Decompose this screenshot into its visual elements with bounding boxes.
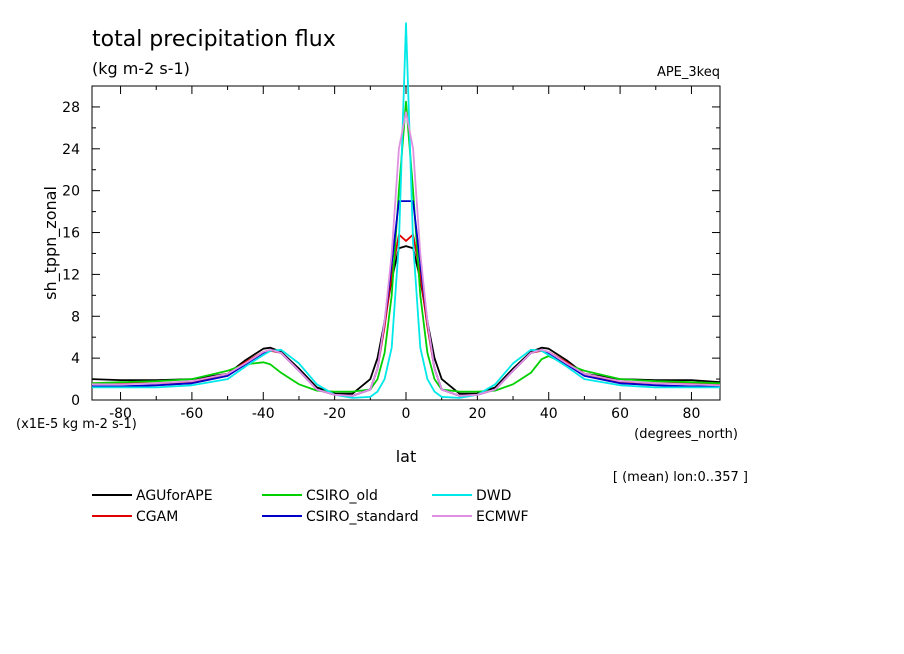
- legend-label-dwd: DWD: [476, 488, 511, 504]
- plot-frame: [91, 85, 721, 401]
- x-tick-label: 0: [402, 406, 411, 422]
- y-tick-label: 16: [62, 226, 80, 242]
- axes: [91, 85, 721, 401]
- y-scale-note: (x1E-5 kg m-2 s-1): [16, 417, 137, 432]
- series-line-cgam: [92, 233, 721, 397]
- y-tick-label: 20: [62, 184, 80, 200]
- legend-label-csiro-standard: CSIRO_standard: [306, 509, 419, 525]
- x-tick-label: 40: [540, 406, 558, 422]
- series-line-dwd: [92, 22, 720, 399]
- legend-label-cgam: CGAM: [136, 509, 178, 525]
- y-tick-label: 4: [71, 351, 80, 367]
- x-tick-label: -20: [323, 406, 346, 422]
- y-axis-label: sh_tppn_zonal: [41, 186, 61, 300]
- x-tick-label: -60: [180, 406, 203, 422]
- ticks: -80 -60 -40 -20 0 20 40 60 80 0 4 8 12 16 20 24 28: [62, 86, 720, 422]
- series-line-ecmwf: [92, 111, 721, 397]
- legend-label-ecmwf: ECMWF: [476, 509, 529, 525]
- y-tick-label: 12: [62, 267, 80, 283]
- legend-label-aguforape: AGUforAPE: [136, 488, 213, 504]
- x-tick-label: -80: [109, 406, 132, 422]
- legend: AGUforAPE CGAM CSIRO_old CSIRO_standard DWD E…: [92, 488, 529, 525]
- chart-title: total precipitation flux: [92, 27, 336, 52]
- series-line-aguforape: [91, 245, 721, 395]
- legend-label-csiro-old: CSIRO_old: [306, 488, 378, 504]
- note-label: [ (mean) lon:0..357 ]: [613, 470, 748, 485]
- x-axis-label: lat: [396, 447, 417, 466]
- x-tick-label: -40: [252, 406, 275, 422]
- x-tick-label: 20: [468, 406, 486, 422]
- x-tick-label: 80: [683, 406, 701, 422]
- series-line-csiro-standard: [92, 200, 720, 397]
- y-tick-label: 28: [62, 100, 80, 116]
- x-unit-label: (degrees_north): [634, 427, 738, 442]
- y-tick-label: 8: [71, 309, 80, 325]
- series-lines: [91, 22, 721, 399]
- units-label: (kg m-2 s-1): [92, 59, 190, 78]
- dataset-label: APE_3keq: [657, 65, 720, 80]
- y-tick-label: 0: [71, 393, 80, 409]
- y-tick-label: 24: [62, 142, 80, 158]
- x-tick-label: 60: [611, 406, 629, 422]
